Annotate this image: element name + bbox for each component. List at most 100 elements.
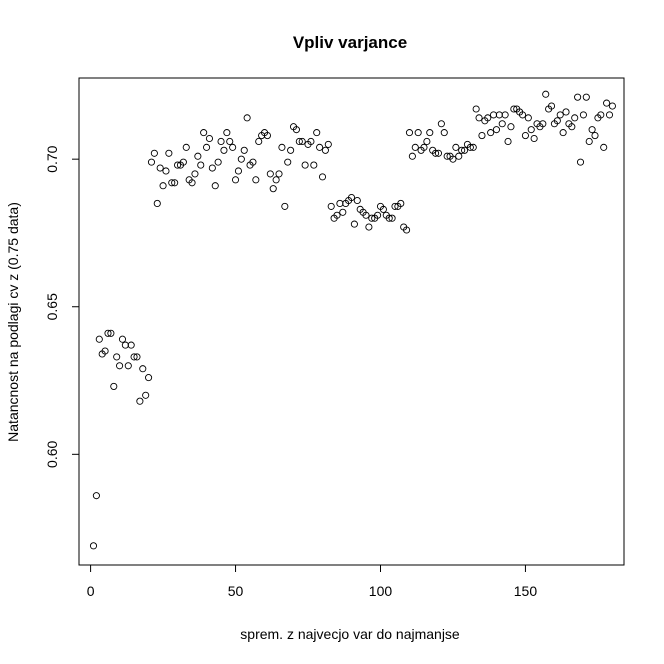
data-point bbox=[521, 132, 529, 140]
data-point bbox=[504, 137, 512, 146]
data-point bbox=[153, 199, 161, 207]
data-point bbox=[432, 149, 440, 157]
data-point bbox=[600, 143, 608, 151]
data-point bbox=[527, 126, 535, 134]
data-point bbox=[469, 143, 477, 151]
data-point bbox=[318, 173, 327, 181]
data-point bbox=[574, 93, 582, 101]
data-point bbox=[405, 129, 414, 137]
data-point bbox=[333, 211, 341, 219]
data-point bbox=[327, 202, 335, 210]
data-point bbox=[347, 193, 356, 202]
data-point bbox=[307, 137, 315, 146]
data-point bbox=[568, 123, 576, 131]
data-point bbox=[492, 126, 500, 134]
data-point bbox=[295, 137, 303, 146]
data-point bbox=[423, 137, 431, 146]
data-point bbox=[336, 199, 344, 207]
data-point bbox=[220, 146, 228, 154]
data-point bbox=[443, 152, 451, 160]
data-point bbox=[156, 164, 164, 172]
data-point bbox=[287, 146, 295, 154]
data-point bbox=[136, 397, 144, 405]
data-point bbox=[472, 105, 480, 113]
data-point bbox=[168, 179, 176, 187]
data-point bbox=[139, 365, 147, 373]
data-point bbox=[608, 102, 616, 110]
data-point bbox=[127, 341, 135, 349]
data-point bbox=[243, 114, 251, 122]
data-point bbox=[278, 143, 286, 151]
data-point bbox=[353, 196, 361, 205]
data-point bbox=[113, 353, 121, 361]
data-point bbox=[562, 108, 570, 116]
data-point bbox=[426, 129, 434, 137]
data-point bbox=[145, 374, 153, 382]
data-point bbox=[174, 161, 182, 169]
data-point bbox=[234, 167, 242, 175]
data-point bbox=[362, 211, 370, 219]
data-point bbox=[298, 137, 306, 146]
data-point bbox=[231, 176, 240, 184]
data-point bbox=[110, 382, 118, 390]
y-tick-label: 0.70 bbox=[44, 145, 60, 172]
data-point bbox=[130, 353, 138, 361]
data-point bbox=[223, 129, 231, 137]
data-point bbox=[205, 134, 214, 143]
data-point bbox=[101, 347, 109, 355]
data-point bbox=[408, 152, 416, 160]
data-point bbox=[547, 102, 556, 110]
data-point bbox=[579, 111, 587, 119]
data-point bbox=[466, 143, 474, 151]
data-point bbox=[501, 111, 509, 119]
data-point bbox=[385, 214, 393, 222]
data-point bbox=[455, 152, 463, 160]
data-point bbox=[510, 105, 518, 113]
data-point bbox=[275, 170, 283, 178]
data-point bbox=[95, 335, 103, 343]
data-point bbox=[449, 155, 457, 163]
data-point bbox=[582, 93, 590, 101]
data-point bbox=[165, 149, 173, 157]
data-point bbox=[542, 90, 550, 98]
data-point bbox=[107, 329, 115, 337]
data-point bbox=[252, 176, 260, 184]
data-point bbox=[559, 129, 567, 137]
data-point bbox=[104, 329, 112, 337]
data-point bbox=[365, 223, 373, 231]
data-point bbox=[272, 176, 280, 184]
y-tick-label: 0.60 bbox=[44, 440, 60, 467]
data-point bbox=[116, 362, 124, 370]
x-axis: 0 50 100 150 bbox=[87, 564, 538, 599]
data-point bbox=[194, 152, 202, 160]
data-point bbox=[121, 341, 129, 349]
data-point bbox=[211, 182, 219, 190]
x-tick-label: 50 bbox=[228, 583, 244, 599]
data-point bbox=[350, 220, 358, 228]
plot-frame bbox=[78, 77, 625, 566]
data-point bbox=[162, 167, 170, 175]
data-point bbox=[397, 199, 405, 207]
data-point bbox=[524, 114, 532, 122]
data-point bbox=[498, 120, 506, 128]
data-point bbox=[316, 143, 324, 151]
data-point bbox=[368, 214, 376, 222]
data-point bbox=[591, 132, 599, 140]
data-point bbox=[452, 143, 460, 151]
data-point bbox=[292, 126, 300, 134]
y-tick-label: 0.65 bbox=[44, 293, 60, 320]
data-point bbox=[603, 99, 611, 107]
data-point bbox=[507, 123, 515, 131]
data-point bbox=[92, 492, 100, 500]
data-point bbox=[539, 120, 547, 128]
data-point bbox=[150, 149, 158, 157]
data-point bbox=[197, 161, 205, 169]
data-point bbox=[437, 120, 445, 128]
data-point bbox=[420, 143, 428, 151]
data-point bbox=[269, 185, 277, 193]
data-point bbox=[571, 114, 579, 122]
data-point bbox=[576, 158, 585, 166]
data-point bbox=[226, 137, 234, 146]
data-point bbox=[217, 137, 225, 146]
x-tick-label: 150 bbox=[514, 583, 538, 599]
